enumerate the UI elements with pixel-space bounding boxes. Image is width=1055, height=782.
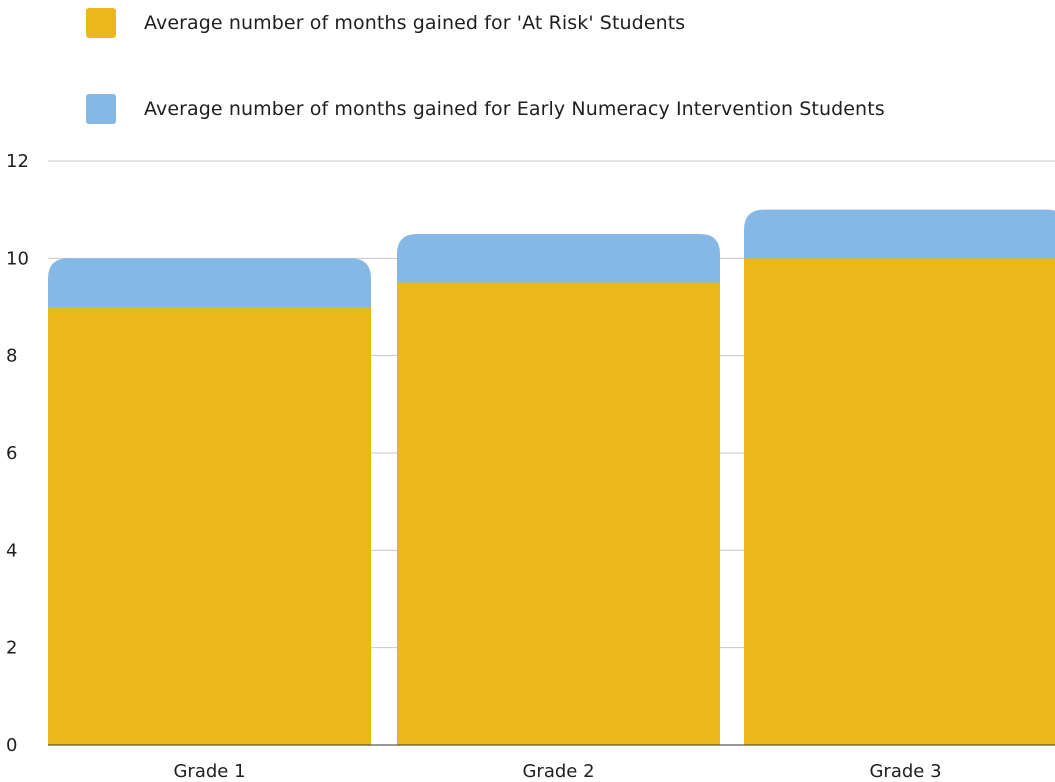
legend-label-intervention: Average number of months gained for Earl… bbox=[144, 98, 885, 120]
y-tick-label: 4 bbox=[6, 540, 17, 561]
y-tick-label: 8 bbox=[6, 346, 17, 367]
x-tick-label: Grade 3 bbox=[869, 761, 941, 782]
legend-item-at-risk[interactable]: Average number of months gained for 'At … bbox=[86, 8, 685, 38]
bar-intervention-3 bbox=[744, 209, 1055, 261]
x-tick-label: Grade 1 bbox=[173, 761, 245, 782]
y-tick-label: 2 bbox=[6, 638, 17, 659]
bar-at-risk-2 bbox=[397, 282, 720, 745]
y-tick-label: 12 bbox=[6, 151, 29, 172]
bar-at-risk-1 bbox=[48, 307, 371, 745]
y-tick-label: 10 bbox=[6, 248, 29, 269]
bar-intervention-2 bbox=[397, 234, 720, 285]
bars bbox=[48, 209, 1055, 745]
x-tick-label: Grade 2 bbox=[522, 761, 594, 782]
legend-item-intervention[interactable]: Average number of months gained for Earl… bbox=[86, 94, 885, 124]
y-axis: 0 2 4 6 8 10 12 bbox=[6, 151, 29, 756]
y-tick-label: 6 bbox=[6, 443, 17, 464]
legend-swatch-at-risk bbox=[86, 8, 116, 38]
y-tick-label: 0 bbox=[6, 735, 17, 756]
legend-swatch-intervention bbox=[86, 94, 116, 124]
legend-label-at-risk: Average number of months gained for 'At … bbox=[144, 12, 686, 34]
x-axis: Grade 1 Grade 2 Grade 3 bbox=[48, 744, 1055, 782]
bar-intervention-1 bbox=[48, 258, 371, 309]
bar-at-risk-3 bbox=[744, 258, 1055, 745]
